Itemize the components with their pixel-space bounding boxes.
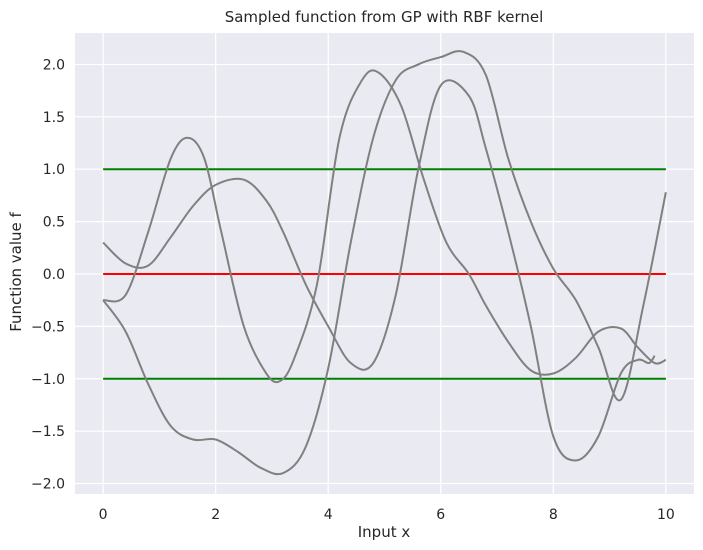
- x-tick-label: 2: [211, 507, 220, 523]
- y-axis-label: Function value f: [7, 211, 25, 331]
- x-tick-label: 8: [549, 507, 558, 523]
- y-tick-label: 1.5: [43, 110, 65, 126]
- chart-title: Sampled function from GP with RBF kernel: [225, 8, 544, 26]
- y-tick-label: −1.0: [31, 372, 65, 388]
- series-line-3: [102, 50, 667, 476]
- x-tick-label: 0: [99, 507, 108, 523]
- x-tick-label: 4: [324, 507, 333, 523]
- x-axis-ticks: 0 2 4 6 8 10: [99, 507, 675, 523]
- reference-lines: [103, 168, 666, 380]
- series-line-1: [102, 69, 667, 384]
- y-tick-label: −0.5: [31, 319, 65, 335]
- x-tick-label: 10: [657, 507, 675, 523]
- y-axis-ticks: −2.0 −1.5 −1.0 −0.5 0.0 0.5 1.0 1.5 2.0: [31, 57, 65, 492]
- series-group: [102, 50, 667, 476]
- y-tick-label: 2.0: [43, 57, 65, 73]
- y-tick-label: 0.5: [43, 215, 65, 231]
- plot-area: [75, 33, 694, 494]
- y-tick-label: −1.5: [31, 424, 65, 440]
- series-line-2: [102, 79, 656, 462]
- y-tick-label: 0.0: [43, 267, 65, 283]
- x-axis-label: Input x: [358, 523, 411, 541]
- x-tick-label: 6: [436, 507, 445, 523]
- y-tick-label: 1.0: [43, 162, 65, 178]
- y-tick-label: −2.0: [31, 477, 65, 493]
